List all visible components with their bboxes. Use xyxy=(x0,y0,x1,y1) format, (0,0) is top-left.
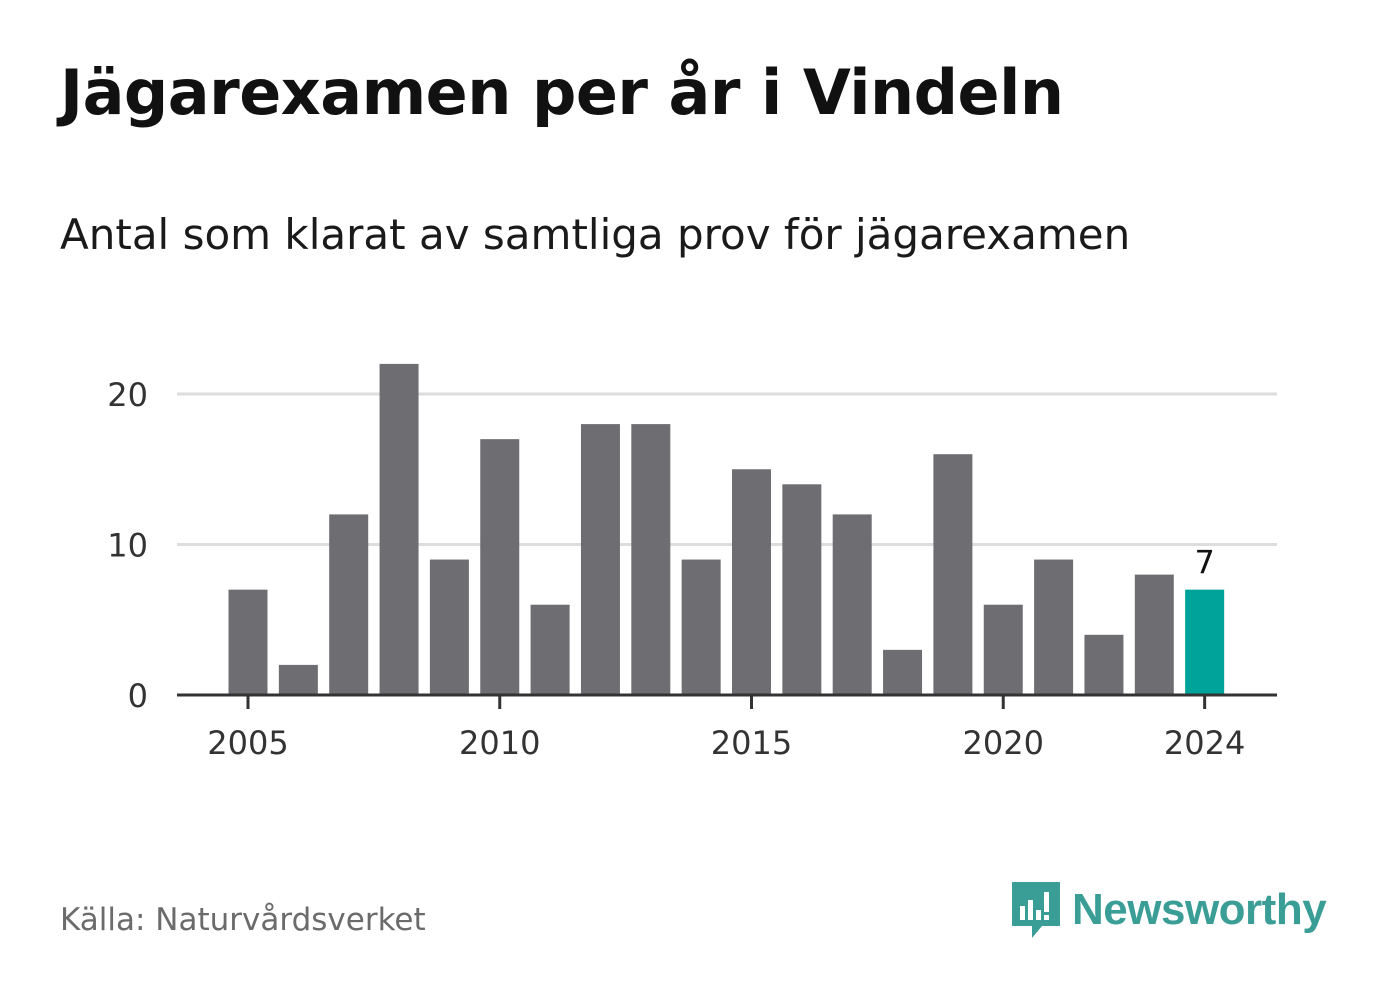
bar-2014 xyxy=(681,559,721,695)
chart-title: Jägarexamen per år i Vindeln xyxy=(60,56,1064,129)
bar-chart-speech-bubble-icon xyxy=(1012,882,1060,938)
bar-2007 xyxy=(329,514,369,695)
newsworthy-logo[interactable]: Newsworthy xyxy=(1010,880,1327,940)
bar-2012 xyxy=(580,424,620,695)
bar-2006 xyxy=(278,664,318,695)
x-tick-label: 2020 xyxy=(963,724,1044,762)
y-tick-label: 20 xyxy=(107,376,148,414)
bar-2005 xyxy=(228,589,268,695)
logo-text: Newsworthy xyxy=(1072,885,1327,934)
bar-2009 xyxy=(429,559,469,695)
x-tick-label: 2015 xyxy=(711,724,792,762)
bar-2010 xyxy=(480,439,520,695)
bar-2024 xyxy=(1185,589,1225,695)
bar-2015 xyxy=(732,469,771,695)
x-tick-label: 2010 xyxy=(459,724,540,762)
y-tick-label: 0 xyxy=(128,677,148,715)
bar-2022 xyxy=(1084,634,1124,695)
y-tick-label: 10 xyxy=(107,527,148,565)
bar-2023 xyxy=(1134,574,1174,695)
labels: 0 10 20 7 2005 2010 2015 2020 2024 xyxy=(107,376,1245,762)
x-tick-label: 2024 xyxy=(1164,724,1245,762)
bar-2018 xyxy=(883,649,923,695)
bar-2008 xyxy=(379,363,419,695)
source-note: Källa: Naturvårdsverket xyxy=(60,902,426,938)
bar-2016 xyxy=(782,484,822,695)
chart-subtitle: Antal som klarat av samtliga prov för jä… xyxy=(60,210,1131,259)
bar-2017 xyxy=(832,514,872,695)
bars xyxy=(228,363,1225,695)
axes xyxy=(177,693,1277,709)
data-label: 7 xyxy=(1194,544,1214,582)
bar-2020 xyxy=(983,604,1023,695)
x-tick-label: 2005 xyxy=(207,724,288,762)
bar-2013 xyxy=(631,424,671,695)
bar-2021 xyxy=(1034,559,1074,695)
bar-2011 xyxy=(530,604,570,695)
bar-2019 xyxy=(933,454,973,695)
